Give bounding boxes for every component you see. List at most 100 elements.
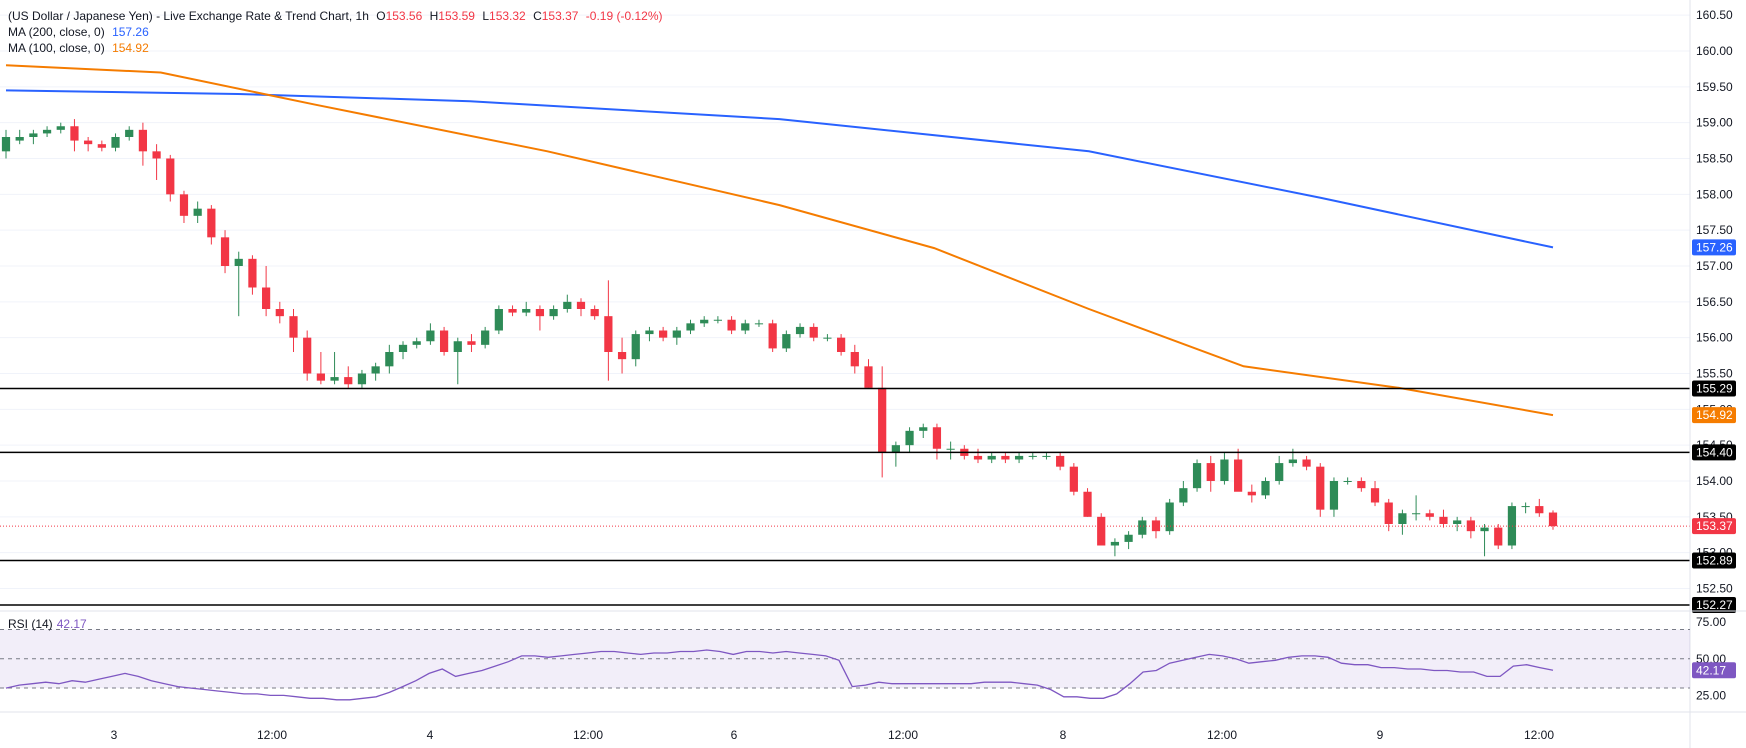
- candle[interactable]: [891, 445, 900, 453]
- candle[interactable]: [1056, 455, 1065, 467]
- candle[interactable]: [1384, 502, 1393, 525]
- candle[interactable]: [782, 334, 791, 349]
- candle[interactable]: [207, 208, 216, 238]
- candle[interactable]: [727, 319, 736, 331]
- candle[interactable]: [262, 287, 271, 310]
- legend-ma100-row[interactable]: MA (100, close, 0) 154.92: [8, 40, 666, 56]
- candle[interactable]: [1247, 491, 1256, 496]
- candle[interactable]: [453, 341, 462, 352]
- candle[interactable]: [700, 319, 709, 324]
- candle[interactable]: [385, 352, 394, 367]
- candle[interactable]: [713, 319, 723, 321]
- candle[interactable]: [97, 144, 106, 148]
- candle[interactable]: [1411, 513, 1421, 515]
- candle[interactable]: [1028, 455, 1037, 457]
- candle[interactable]: [604, 316, 613, 352]
- candle[interactable]: [152, 151, 161, 159]
- candle[interactable]: [371, 366, 380, 374]
- candle[interactable]: [494, 309, 503, 331]
- candle[interactable]: [481, 330, 490, 345]
- candle[interactable]: [111, 137, 120, 148]
- candle[interactable]: [70, 126, 79, 141]
- candle[interactable]: [1261, 481, 1270, 496]
- rsi-legend[interactable]: RSI (14) 42.17: [8, 617, 87, 631]
- candle[interactable]: [1110, 541, 1120, 546]
- legend-ma200-row[interactable]: MA (200, close, 0) 157.26: [8, 24, 666, 40]
- candle[interactable]: [1329, 481, 1339, 510]
- candle[interactable]: [1535, 506, 1544, 514]
- candle[interactable]: [1014, 455, 1024, 460]
- candle[interactable]: [330, 377, 339, 381]
- candle[interactable]: [590, 309, 599, 317]
- candle[interactable]: [316, 373, 325, 381]
- candle[interactable]: [179, 194, 189, 216]
- candle[interactable]: [1001, 455, 1010, 460]
- candle[interactable]: [768, 323, 777, 349]
- candle[interactable]: [919, 427, 928, 431]
- candle[interactable]: [672, 330, 681, 338]
- candle[interactable]: [932, 427, 942, 449]
- candle[interactable]: [809, 326, 818, 338]
- candle[interactable]: [864, 366, 873, 388]
- candle[interactable]: [850, 352, 859, 367]
- candle[interactable]: [836, 337, 846, 352]
- candle[interactable]: [1398, 513, 1407, 524]
- candle[interactable]: [344, 377, 353, 385]
- candle[interactable]: [56, 126, 65, 130]
- candle[interactable]: [508, 309, 517, 313]
- candle[interactable]: [617, 352, 627, 360]
- candle[interactable]: [987, 455, 996, 460]
- candle[interactable]: [234, 258, 243, 266]
- candle[interactable]: [1439, 516, 1448, 524]
- candle[interactable]: [563, 301, 572, 309]
- candle[interactable]: [248, 258, 257, 288]
- candle[interactable]: [1165, 502, 1174, 532]
- ma200-line[interactable]: [5, 89, 1554, 249]
- candle[interactable]: [659, 330, 668, 338]
- candle[interactable]: [1453, 520, 1462, 524]
- candle[interactable]: [535, 309, 545, 317]
- candle[interactable]: [1069, 466, 1078, 492]
- candle[interactable]: [878, 387, 887, 453]
- candle[interactable]: [1083, 491, 1092, 517]
- candle[interactable]: [1425, 513, 1434, 517]
- candle[interactable]: [1138, 520, 1147, 535]
- candle[interactable]: [549, 309, 558, 317]
- candle[interactable]: [29, 133, 38, 137]
- candle[interactable]: [1288, 459, 1297, 464]
- candle[interactable]: [84, 140, 93, 145]
- candle[interactable]: [1206, 463, 1215, 481]
- candle[interactable]: [973, 455, 983, 460]
- candle[interactable]: [1097, 516, 1106, 546]
- candle[interactable]: [1192, 463, 1202, 489]
- candle[interactable]: [1302, 459, 1311, 467]
- candle[interactable]: [631, 334, 640, 360]
- candle[interactable]: [1480, 527, 1489, 532]
- candle[interactable]: [15, 137, 24, 141]
- candle[interactable]: [1521, 506, 1530, 508]
- candle[interactable]: [1370, 488, 1380, 503]
- candle[interactable]: [1124, 534, 1133, 542]
- candle[interactable]: [686, 323, 695, 331]
- candle[interactable]: [823, 337, 832, 339]
- candle[interactable]: [166, 158, 175, 195]
- candle[interactable]: [522, 309, 531, 313]
- candle[interactable]: [905, 430, 914, 446]
- candle[interactable]: [1357, 481, 1366, 489]
- candle[interactable]: [467, 341, 476, 345]
- candle[interactable]: [220, 237, 230, 266]
- ma100-line[interactable]: [5, 64, 1554, 417]
- candle[interactable]: [1507, 506, 1517, 546]
- candle[interactable]: [426, 330, 435, 342]
- candle[interactable]: [398, 344, 408, 352]
- candle[interactable]: [1494, 527, 1503, 546]
- candle[interactable]: [1548, 512, 1558, 527]
- candle[interactable]: [1179, 488, 1188, 503]
- candle[interactable]: [412, 341, 421, 345]
- candle[interactable]: [439, 330, 449, 353]
- candle[interactable]: [138, 129, 148, 152]
- rsi-line[interactable]: [5, 649, 1554, 701]
- candle[interactable]: [1343, 481, 1352, 482]
- candle[interactable]: [125, 129, 134, 137]
